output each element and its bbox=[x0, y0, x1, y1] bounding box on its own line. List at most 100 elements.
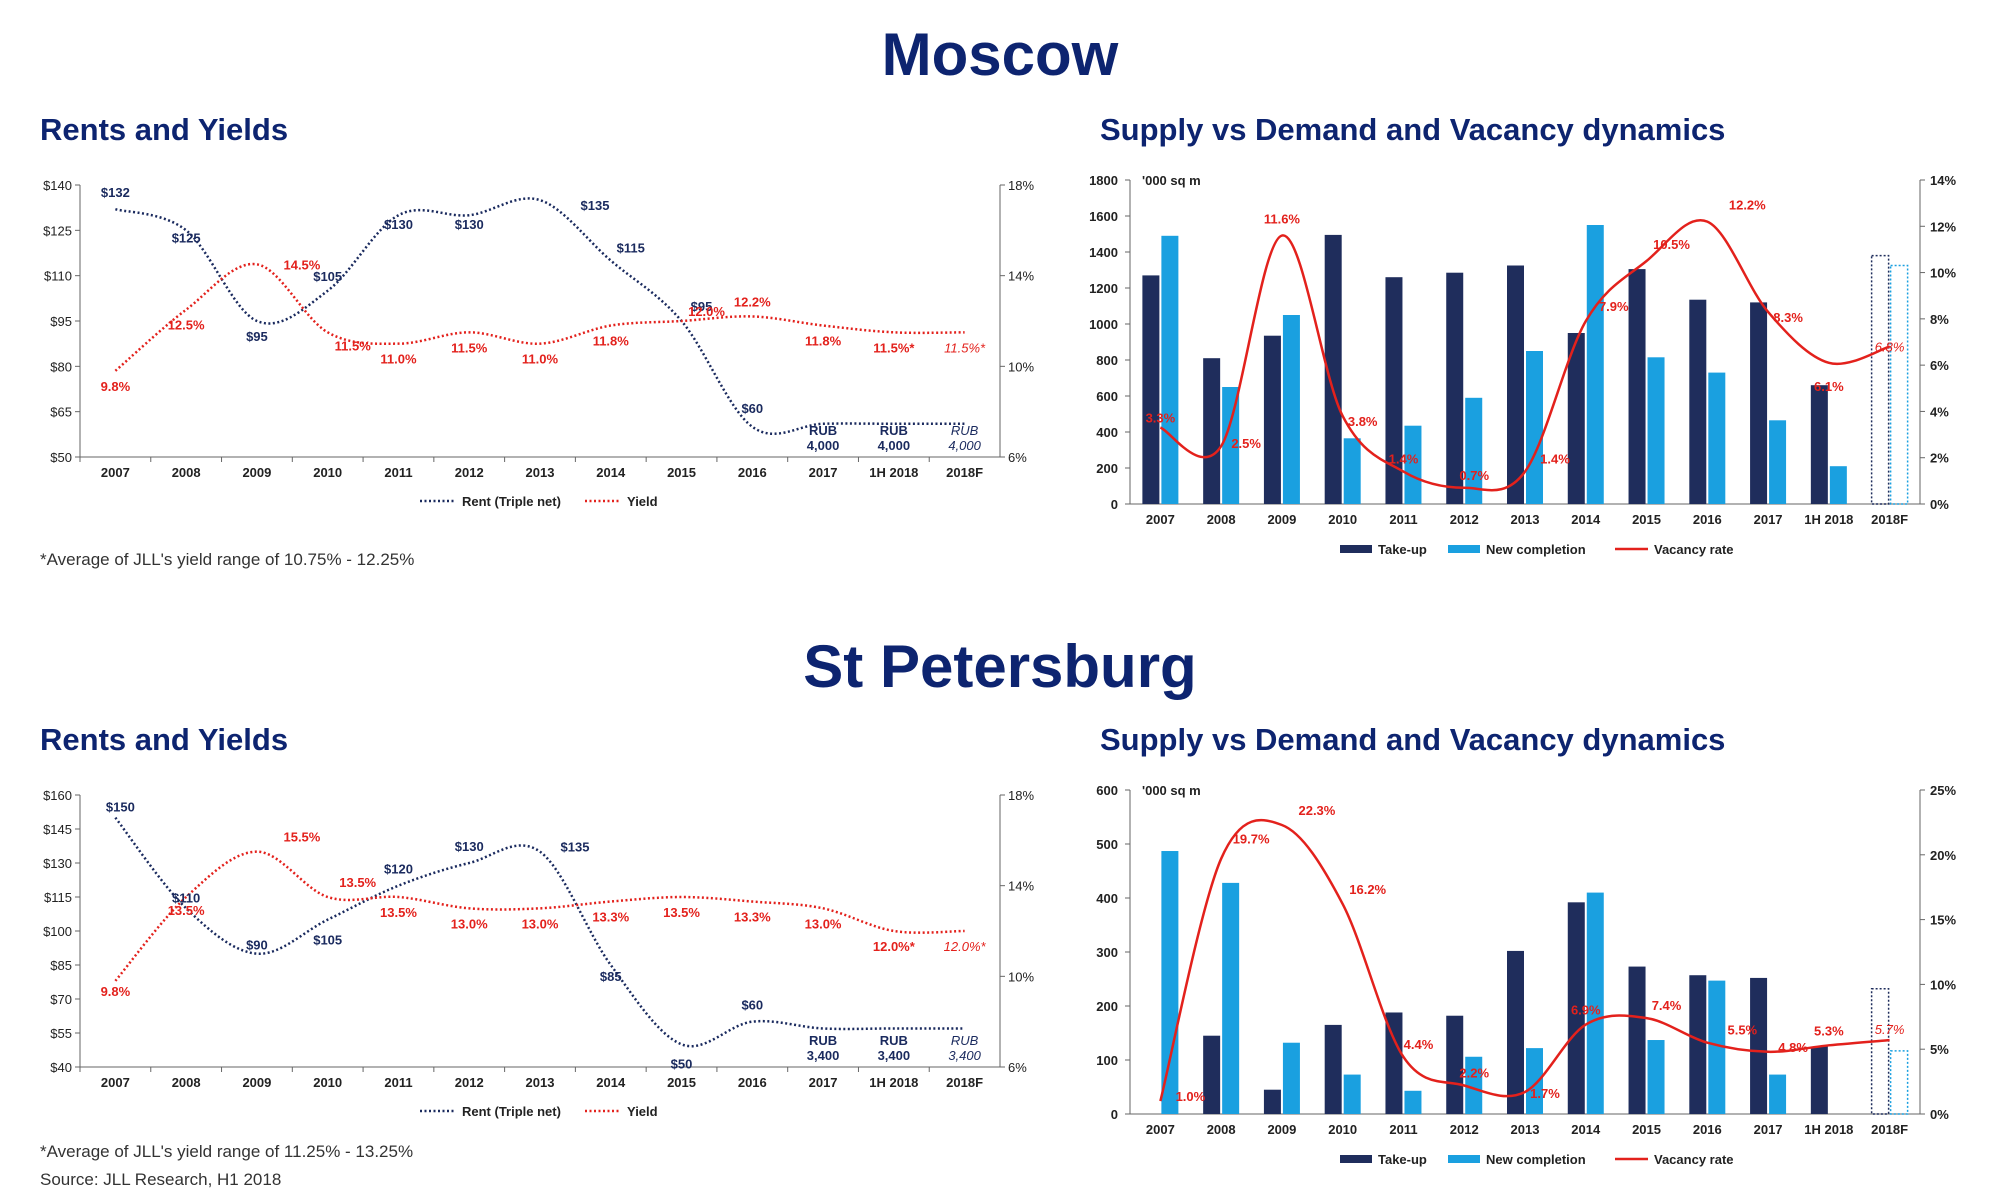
yield-data-label: 11.0% bbox=[380, 352, 417, 367]
y-right-tick-label: 6% bbox=[1008, 1060, 1027, 1075]
y-left-tick-label: $130 bbox=[43, 856, 72, 871]
x-tick-label: 2011 bbox=[1389, 1122, 1417, 1137]
rent-data-label: $125 bbox=[172, 230, 201, 245]
y-right-tick-label: 18% bbox=[1008, 788, 1034, 803]
completion-bar bbox=[1465, 1056, 1483, 1114]
x-tick-label: 2013 bbox=[526, 465, 555, 480]
rent-data-label: $110 bbox=[172, 890, 200, 905]
legend-takeup-label: Take-up bbox=[1378, 542, 1427, 557]
moscow-footnote: *Average of JLL's yield range of 10.75% … bbox=[40, 550, 415, 569]
rent-data-label: RUB 4,000 bbox=[948, 423, 981, 453]
y-right-tick-label: 14% bbox=[1008, 269, 1034, 284]
takeup-bar bbox=[1870, 254, 1890, 505]
yield-data-label: 11.5%* bbox=[944, 340, 986, 355]
y-left-tick-label: $110 bbox=[44, 269, 72, 284]
y-left-tick-label: 1800 bbox=[1089, 173, 1118, 188]
vacancy-data-label: 11.6% bbox=[1264, 212, 1301, 227]
takeup-bar bbox=[1507, 950, 1524, 1114]
takeup-bar bbox=[1446, 1015, 1464, 1114]
y-left-tick-label: 1400 bbox=[1089, 245, 1118, 260]
y-left-tick-label: 600 bbox=[1096, 783, 1118, 798]
spb-rents-title: Rents and Yields bbox=[40, 722, 289, 757]
x-tick-label: 2018F bbox=[1871, 512, 1908, 527]
legend-completion-swatch bbox=[1448, 1155, 1480, 1163]
x-tick-label: 2008 bbox=[1207, 512, 1236, 527]
yield-data-label: 11.8% bbox=[593, 334, 630, 349]
completion-bar bbox=[1586, 225, 1604, 504]
completion-bar bbox=[1282, 315, 1300, 504]
x-tick-label: 2009 bbox=[242, 1075, 271, 1090]
spb-footnote: *Average of JLL's yield range of 11.25% … bbox=[40, 1142, 414, 1161]
y-left-tick-label: 1000 bbox=[1089, 317, 1118, 332]
takeup-bar bbox=[1628, 966, 1646, 1114]
yield-line bbox=[114, 262, 965, 372]
rent-line bbox=[114, 816, 965, 1048]
yield-data-label: 11.5%* bbox=[873, 340, 915, 355]
x-tick-label: 2013 bbox=[1511, 512, 1540, 527]
spb-supply-title: Supply vs Demand and Vacancy dynamics bbox=[1100, 722, 1726, 757]
legend-rent-label: Rent (Triple net) bbox=[462, 1104, 561, 1119]
completion-bar bbox=[1465, 397, 1483, 504]
yield-data-label: 13.3% bbox=[734, 910, 771, 925]
vacancy-data-label: 4.4% bbox=[1404, 1037, 1434, 1052]
completion-bar bbox=[1222, 387, 1240, 504]
vacancy-data-label: 16.2% bbox=[1349, 882, 1386, 897]
yield-data-label: 15.5% bbox=[283, 830, 320, 845]
x-tick-label: 2018F bbox=[946, 1075, 983, 1090]
rent-data-label: $130 bbox=[384, 217, 413, 232]
rent-data-label: $132 bbox=[101, 185, 130, 200]
vacancy-data-label: 19.7% bbox=[1233, 832, 1270, 847]
x-tick-label: 2016 bbox=[1693, 1122, 1722, 1137]
y-left-tick-label: $125 bbox=[43, 223, 72, 238]
vacancy-data-label: 2.2% bbox=[1459, 1065, 1489, 1080]
vacancy-data-label: 1.4% bbox=[1389, 452, 1419, 467]
yield-data-label: 13.5% bbox=[380, 905, 417, 920]
yield-data-label: 9.8% bbox=[101, 379, 131, 394]
y-left-tick-label: 400 bbox=[1096, 891, 1118, 906]
y-left-tick-label: $65 bbox=[50, 405, 72, 420]
takeup-bar bbox=[1385, 277, 1403, 504]
vacancy-data-label: 5.7% bbox=[1875, 1022, 1905, 1037]
x-tick-label: 1H 2018 bbox=[869, 1075, 918, 1090]
yield-data-label: 13.5% bbox=[339, 875, 376, 890]
moscow-supply-chart: '000 sq m 0 200 400 600 800 1000 1200 1400 1600 18… bbox=[1089, 173, 1956, 557]
y-right-tick-label: 6% bbox=[1008, 450, 1027, 465]
y-left-tick-label: 0 bbox=[1111, 497, 1118, 512]
rent-data-label: $120 bbox=[384, 862, 413, 877]
y-right-tick-label: 18% bbox=[1008, 178, 1034, 193]
y-right-tick-label: 0% bbox=[1930, 497, 1949, 512]
yield-data-label: 13.0% bbox=[451, 916, 488, 931]
takeup-bar bbox=[1507, 265, 1524, 504]
takeup-bar bbox=[1750, 302, 1768, 504]
y-right-tick-label: 6% bbox=[1930, 358, 1949, 373]
y-left-tick-label: 0 bbox=[1111, 1107, 1118, 1122]
y-right-tick-label: 10% bbox=[1008, 359, 1034, 374]
takeup-bar bbox=[1567, 902, 1585, 1114]
x-tick-label: 1H 2018 bbox=[1804, 1122, 1853, 1137]
vacancy-line bbox=[1159, 818, 1890, 1102]
completion-bar bbox=[1282, 1042, 1300, 1114]
takeup-bar bbox=[1385, 1012, 1403, 1114]
y-left-tick-label: $55 bbox=[50, 1026, 72, 1041]
yield-data-label: 11.8% bbox=[805, 334, 842, 349]
vacancy-data-label: 22.3% bbox=[1298, 803, 1335, 818]
x-tick-label: 2012 bbox=[455, 465, 484, 480]
takeup-bar bbox=[1689, 975, 1707, 1114]
vacancy-data-label: 8.3% bbox=[1773, 310, 1803, 325]
takeup-bar bbox=[1142, 275, 1160, 504]
rent-data-label: $130 bbox=[455, 839, 484, 854]
x-tick-label: 2011 bbox=[384, 1075, 412, 1090]
y-left-tick-label: 300 bbox=[1096, 945, 1118, 960]
x-tick-label: 2015 bbox=[1632, 512, 1661, 527]
y-left-tick-label: $160 bbox=[43, 788, 72, 803]
completion-bar bbox=[1343, 438, 1361, 504]
yield-data-label: 12.0% bbox=[688, 304, 725, 319]
takeup-bar bbox=[1689, 299, 1707, 504]
takeup-bar bbox=[1810, 385, 1828, 504]
y-left-tick-label: $95 bbox=[50, 314, 72, 329]
yield-data-label: 11.5% bbox=[335, 338, 372, 353]
legend-takeup-swatch bbox=[1340, 545, 1372, 553]
moscow-title: Moscow bbox=[881, 21, 1119, 88]
y-left-tick-label: 200 bbox=[1096, 999, 1118, 1014]
vacancy-data-label: 1.0% bbox=[1176, 1089, 1206, 1104]
